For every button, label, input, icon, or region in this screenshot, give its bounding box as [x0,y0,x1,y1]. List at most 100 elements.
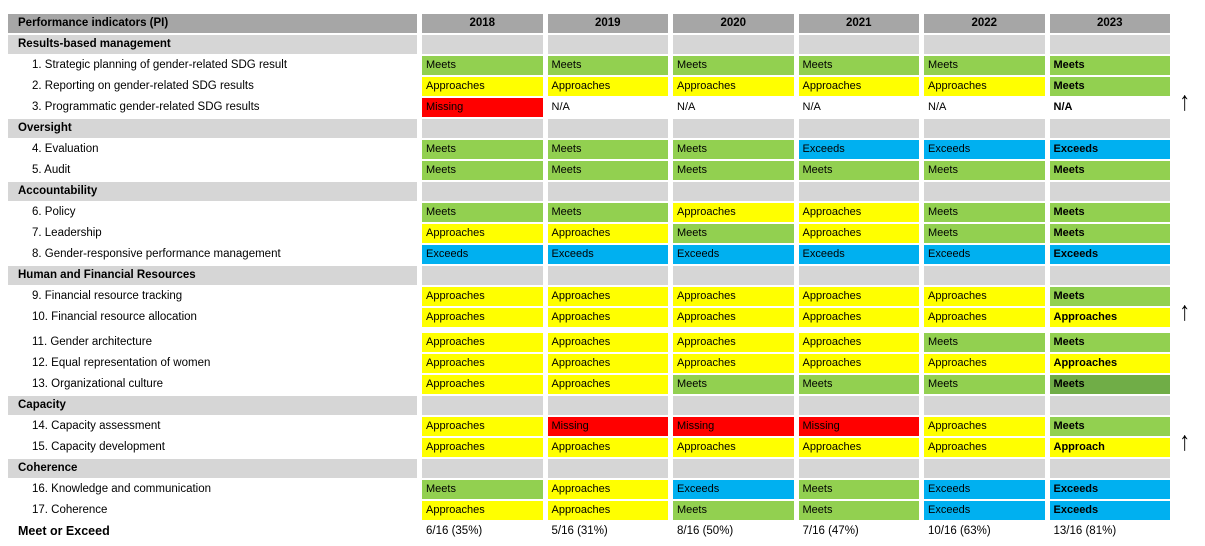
gutter-cell [1175,354,1199,373]
row-spacer [673,329,794,331]
rating-cell: Exceeds [798,245,919,264]
indicator-label: 11. Gender architecture [32,336,152,348]
rating-cell: Approaches [798,77,919,96]
section-fill-cell [924,119,1045,138]
section-fill-cell [798,35,919,54]
rating-cell: Meets [422,56,543,75]
trend-up-arrow: ↑ [1179,426,1191,456]
column-header-2023: 2023 [1049,14,1170,33]
gutter-cell [1175,56,1199,75]
section-fill-cell [798,396,919,415]
rating-cell: Meets [1049,333,1170,352]
rating-cell: Approaches [924,287,1045,306]
row-spacer [924,329,1045,331]
rating-cell: Approaches [422,224,543,243]
gutter-cell [1175,438,1199,457]
section-fill-cell [673,119,794,138]
rating-cell: Approaches [547,308,668,327]
row-spacer [8,329,417,331]
section-fill-cell [547,266,668,285]
rating-cell: Approaches [673,77,794,96]
section-fill-cell [1049,182,1170,201]
indicator-label: 6. Policy [32,206,76,218]
indicator-label: 17. Coherence [32,504,108,516]
gutter-cell [1175,480,1199,499]
gutter-cell: ↑ [1175,77,1199,116]
rating-cell: Approaches [798,354,919,373]
rating-cell: Approaches [422,501,543,520]
rating-cell: Approaches [547,333,668,352]
rating-cell: Approaches [798,224,919,243]
rating-cell: Approaches [673,354,794,373]
rating-cell: Meets [924,333,1045,352]
rating-cell: Approach [1049,438,1170,457]
section-fill-cell [798,182,919,201]
section-fill-cell [1049,35,1170,54]
table-header-title: Performance indicators (PI) [8,14,417,33]
indicator-label: 16. Knowledge and communication [32,483,212,495]
gutter-cell [1175,14,1199,33]
gutter-cell [1175,245,1199,264]
section-fill-cell [798,459,919,478]
rating-cell: Meets [798,161,919,180]
rating-cell: Meets [798,501,919,520]
section-fill-cell [673,266,794,285]
rating-cell: Meets [422,161,543,180]
section-fill-cell [924,182,1045,201]
rating-cell: Exceeds [1049,480,1170,499]
footer-value: 10/16 (63%) [928,525,991,537]
section-fill-cell [924,396,1045,415]
section-fill-cell [1049,266,1170,285]
indicator-label: 2. Reporting on gender-related SDG resul… [32,80,254,92]
gutter-cell [1175,224,1199,243]
rating-cell: Approaches [547,501,668,520]
section-fill-cell [798,119,919,138]
rating-cell: Approaches [673,287,794,306]
indicator-label: 14. Capacity assessment [32,420,161,432]
rating-cell: Exceeds [673,480,794,499]
indicator-label: 1. Strategic planning of gender-related … [32,59,288,71]
rating-cell: Meets [547,140,668,159]
rating-cell: Meets [1049,287,1170,306]
rating-cell: Approaches [422,308,543,327]
column-header-2018: 2018 [422,14,543,33]
trend-up-arrow: ↑ [1179,296,1191,326]
section-header: Results-based management [8,35,417,54]
rating-cell: Approaches [1049,308,1170,327]
rating-cell: Meets [798,56,919,75]
gutter-cell [1175,35,1199,54]
gutter-cell: ↑ [1175,417,1199,456]
gutter-cell [1175,182,1199,201]
rating-cell: Meets [924,56,1045,75]
indicator-label: 10. Financial resource allocation [32,311,197,323]
section-header: Oversight [8,119,417,138]
rating-cell: Approaches [547,77,668,96]
indicator-label: 4. Evaluation [32,143,99,155]
gutter-cell [1175,501,1199,520]
gutter-cell [1175,140,1199,159]
rating-cell: Meets [547,161,668,180]
rating-cell: Exceeds [1049,501,1170,520]
section-fill-cell [547,35,668,54]
section-fill-cell [924,459,1045,478]
rating-cell: Approaches [547,354,668,373]
section-fill-cell [924,266,1045,285]
rating-cell: Meets [1049,161,1170,180]
rating-cell: Approaches [547,375,668,394]
section-header: Accountability [8,182,417,201]
section-fill-cell [547,182,668,201]
rating-cell: Exceeds [924,140,1045,159]
row-spacer [1050,329,1171,331]
indicator-label: 13. Organizational culture [32,378,164,390]
column-header-2020: 2020 [673,14,794,33]
footer-value: 13/16 (81%) [1053,525,1117,537]
section-fill-cell [422,35,543,54]
indicator-label: 9. Financial resource tracking [32,290,183,302]
gutter-cell [1175,98,1199,117]
footer-value: 7/16 (47%) [802,525,859,537]
rating-cell: Meets [798,480,919,499]
section-fill-cell [547,119,668,138]
rating-cell: Meets [1049,375,1170,394]
gutter-cell [1175,375,1199,394]
